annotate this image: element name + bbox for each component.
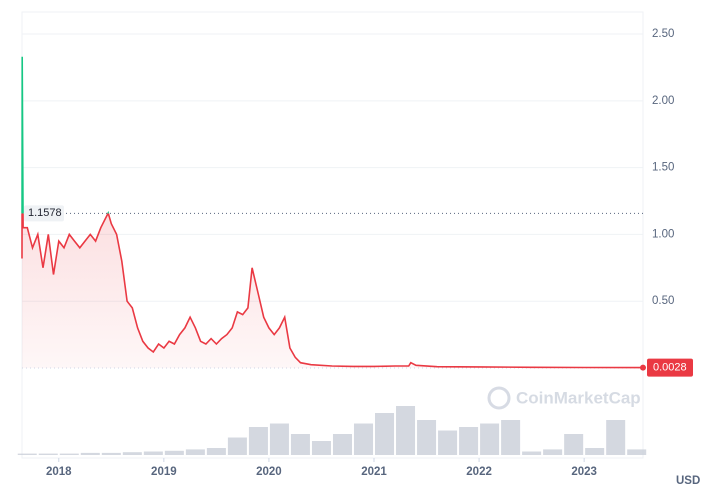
price-area [22,213,643,368]
volume-bar [206,448,226,455]
volume-bar [543,449,563,455]
y-tick-label: 1.50 [652,162,674,174]
volume-bar [227,437,247,455]
volume-bar [375,413,395,455]
baseline-label-box [24,205,64,222]
watermark-text: CoinMarketCap [516,388,641,407]
volume-bar [101,452,121,455]
volume-bar [480,423,500,455]
volume-bar [185,449,205,455]
volume-bar [501,420,521,455]
x-tick-label: 2022 [466,466,492,478]
last-price-box [647,358,693,377]
volume-bar [38,453,58,455]
volume-bar [353,423,374,455]
volume-bar [80,452,100,455]
baseline-label: 1.1578 [28,207,62,219]
volume-bar [122,452,142,455]
volume-bar [522,451,542,455]
x-tick-label: 2023 [571,466,597,478]
x-tick-label: 2020 [256,466,282,478]
volume-bar [17,453,37,455]
last-price-dot [640,364,646,371]
y-tick-label: 2.50 [652,28,674,40]
volume-bar [417,420,437,455]
watermark-logo [487,386,511,410]
volume-bar [59,453,79,455]
volume-bar [627,449,647,455]
x-tick-label: 2018 [46,466,72,478]
volume-bar [438,430,458,455]
x-tick-label: 2021 [361,466,387,478]
last-price-label: 0.0028 [653,362,687,374]
y-tick-label: 2.00 [652,95,674,107]
y-tick-label: 1.00 [652,228,674,240]
volume-bar [332,434,352,455]
volume-bar [143,451,163,455]
volume-bar [248,427,268,455]
watermark: CoinMarketCap [487,386,641,410]
y-tick-label: 0.50 [652,295,674,307]
volume-bar [290,434,310,455]
volume-bar [396,406,416,455]
volume-bar [269,423,289,455]
volume-bar [585,448,605,455]
volume-bar [164,450,184,455]
volume-bar [606,420,626,455]
price-line-down [21,213,644,369]
volume-bar [564,434,584,455]
x-tick-label: 2019 [151,466,177,478]
currency-label: USD [676,475,700,487]
volume-bar [459,427,479,455]
volume-bar [311,441,331,455]
